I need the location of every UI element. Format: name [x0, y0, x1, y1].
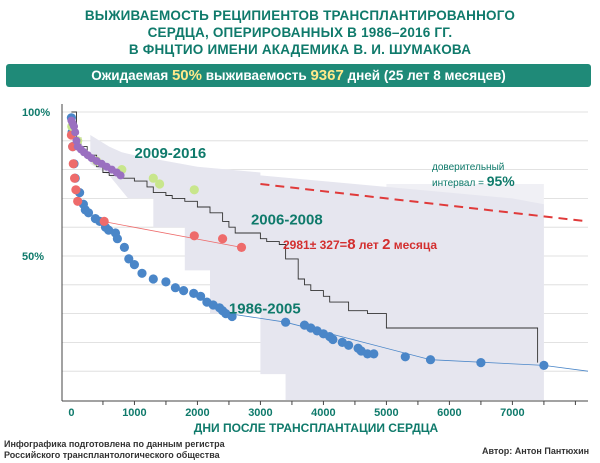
credit-line-2: Российского трансплантологического общес… — [4, 450, 220, 460]
x-tick-label: 7000 — [500, 407, 524, 419]
y-tick-label: 50% — [22, 251, 44, 263]
point-1986-2005 — [137, 268, 147, 278]
point-1986-2005 — [476, 358, 486, 368]
median-label-part: ± — [310, 238, 317, 252]
ci-label-line-1: доверительный — [432, 162, 504, 173]
point-1986-2005 — [227, 311, 237, 322]
point-1986-2005 — [83, 208, 94, 218]
point-1986-2005 — [179, 286, 189, 296]
point-1986-2005 — [539, 360, 549, 370]
point-1986-2005 — [328, 334, 338, 345]
point-1986-2005 — [161, 277, 171, 287]
median-label-part: 8 — [347, 236, 355, 253]
axes-layer: 0 1000 2000 3000 4000 5000 6000 7000 100% 50% ДНИ … — [22, 104, 588, 435]
survival-step-curve — [71, 111, 539, 363]
point-2006-2008 — [73, 196, 83, 206]
banner-middle: выживаемость — [201, 68, 311, 83]
x-axis-title: ДНИ ПОСЛЕ ТРАНСПЛАНТАЦИИ СЕРДЦА — [194, 421, 439, 435]
point-2006-2008 — [218, 234, 228, 244]
x-tick-label: 5000 — [374, 407, 398, 419]
banner-suffix: дней (25 лет 8 месяцев) — [343, 68, 506, 83]
author-credit: Автор: Антон Пантюхин — [482, 446, 590, 456]
x-tick-label: 6000 — [437, 407, 461, 419]
point-1986-2005 — [129, 260, 139, 270]
median-label-part: 2 — [382, 236, 390, 253]
x-tick-label: 0 — [68, 407, 74, 419]
point-1986-2005 — [196, 291, 206, 301]
expected-survival-line — [260, 183, 589, 223]
title-line-1: ВЫЖИВАЕМОСТЬ РЕЦИПИЕНТОВ ТРАНСПЛАНТИРОВА… — [84, 8, 516, 23]
point-1986-2005 — [124, 254, 134, 264]
point-2006-2008 — [189, 231, 199, 241]
line-layer — [71, 111, 589, 372]
point-1986-2005 — [189, 288, 199, 298]
y-tick-label: 100% — [22, 107, 50, 119]
point-1986-2005 — [369, 349, 379, 359]
series-label-1986-2005: 1986-2005 — [229, 301, 301, 318]
point-2009-2016-early — [116, 171, 125, 180]
series-label-2006-2008: 2006-2008 — [251, 211, 323, 228]
confidence-band-layer — [90, 135, 544, 400]
expected-survival-banner: Ожидаемая 50% выживаемость 9367 дней (25… — [6, 64, 591, 87]
point-1986-2005 — [281, 317, 291, 327]
point-2006-2008 — [70, 173, 80, 183]
banner-percent: 50% — [171, 67, 202, 84]
ci-value: 95% — [487, 173, 516, 189]
series-2006-trend-line — [102, 221, 242, 248]
point-1986-2005 — [119, 242, 129, 252]
x-tick-label: 1000 — [122, 407, 146, 419]
point-1986-2005 — [425, 355, 436, 365]
banner-prefix: Ожидаемая — [91, 68, 172, 83]
point-2009-2016-early — [71, 128, 80, 137]
point-1986-2005 — [104, 225, 114, 235]
point-2006-2008 — [68, 159, 78, 169]
point-1986-2005 — [148, 274, 158, 284]
x-tick-label: 2000 — [185, 407, 209, 419]
point-2009-2016 — [189, 185, 199, 195]
title-line-2: СЕРДЦА, ОПЕРИРОВАННЫХ В 1986–2016 ГГ. — [147, 25, 453, 40]
series-label-2009-2016: 2009-2016 — [134, 145, 206, 162]
point-1986-2005 — [112, 234, 122, 244]
point-1986-2005 — [344, 340, 354, 350]
point-2009-2016 — [148, 173, 158, 183]
x-tick-label: 3000 — [248, 407, 272, 419]
banner-days: 9367 — [310, 67, 344, 84]
median-label-part: 2981 — [283, 238, 310, 252]
point-1986-2005 — [400, 352, 410, 362]
credit-line-1: Инфографика подготовлена по данным регис… — [4, 439, 225, 449]
median-survival-label: 2981± 327=8 лет 2 месяца — [283, 236, 437, 253]
point-2006-2008 — [99, 216, 109, 226]
x-tick-label: 4000 — [311, 407, 335, 419]
ci-label-line-2: интервал = 95% — [432, 173, 515, 189]
title-line-3: В ФНЦТИО ИМЕНИ АКАДЕМИКА В. И. ШУМАКОВА — [128, 42, 472, 57]
point-1986-2005 — [170, 283, 180, 293]
median-label-part: = — [340, 237, 348, 252]
median-label-part: 327 — [316, 238, 340, 252]
point-2009-2016 — [155, 179, 165, 189]
confidence-band — [90, 135, 544, 400]
point-layer — [66, 113, 549, 370]
point-1986-2005 — [362, 349, 373, 359]
median-label-part: месяца — [390, 238, 437, 252]
point-2006-2008 — [71, 185, 81, 195]
median-label-part: лет — [356, 238, 383, 252]
point-2006-2008 — [236, 242, 247, 252]
